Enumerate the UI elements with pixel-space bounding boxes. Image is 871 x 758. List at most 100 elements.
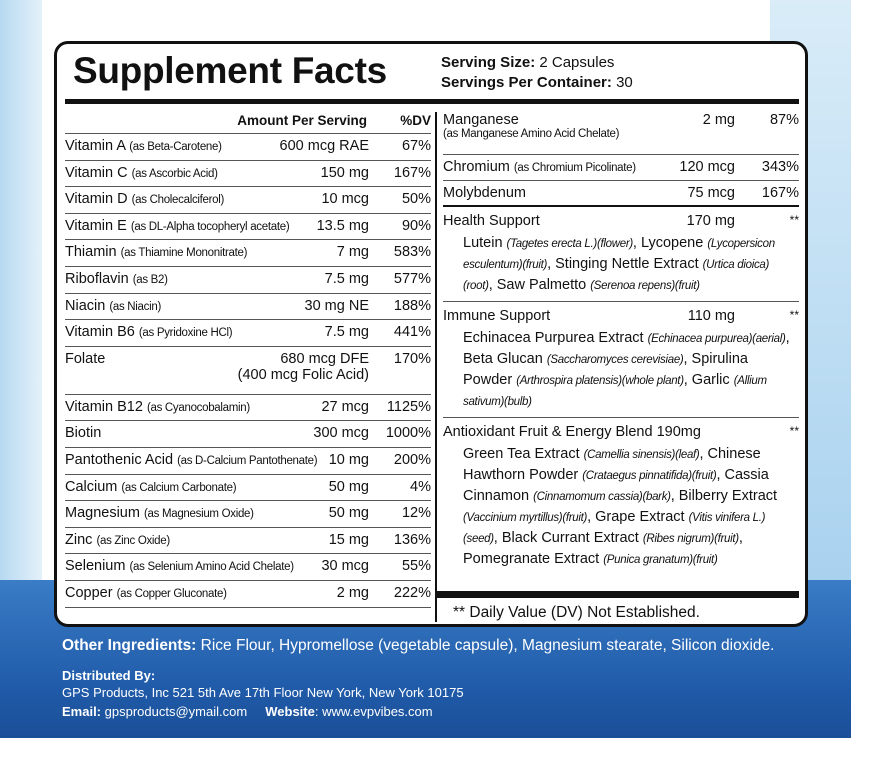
amount: 7.5 mg [325,271,375,287]
nutrient-row: Niacin (as Niacin) 30 mg NE 188% [65,294,431,321]
nutrient: Folate [65,351,238,367]
amount-value: 7.5 mg [324,324,369,341]
nutrient-row: Copper (as Copper Gluconate) 2 mg 222% [65,581,431,608]
amount-value: 13.5 mg [316,217,369,234]
amount-value: 300 mcg [313,425,369,442]
ingredients: Lutein (Tagetes erecta L.)(flower), Lyco… [443,233,799,296]
nutrient-row: Vitamin D (as Cholecalciferol) 10 mcg 50% [65,187,431,214]
form: (as Ascorbic Acid) [131,167,218,180]
ingredient: Echinacea Purpurea Extract [463,330,648,346]
nutrient: Riboflavin (as B2) [65,271,325,287]
name: Pantothenic Acid [65,451,174,468]
ingredient: , Cassia Cinnamon [463,467,769,504]
nutrient: Thiamin (as Thiamine Mononitrate) [65,244,337,260]
name: Niacin [65,297,106,314]
amount: 170 mg [686,213,735,229]
source: (Arthrospira platensis)(whole plant) [516,375,684,387]
right-table: Manganese (as Manganese Amino Acid Chelat… [443,110,799,575]
title: Supplement Facts [73,50,387,91]
amount-value: 7 mg [336,244,369,261]
amount: 30 mcg [321,558,375,574]
contact: Email: gpsproducts@ymail.com Website: ww… [62,704,433,719]
nutrient-row: Molybdenum 75 mcg 167% [443,181,799,207]
name: Manganese [443,112,519,128]
nutrient: Molybdenum [443,185,687,201]
rule [437,591,799,598]
nutrient: Copper (as Copper Gluconate) [65,585,337,601]
name: Vitamin A [65,138,126,154]
dv: 90% [401,217,431,234]
form: (as DL-Alpha tocopheryl acetate) [130,220,290,233]
ingredient: , Lycopene [632,235,708,251]
amount: 600 mcg RAE [280,138,375,154]
dv: 583% [393,244,431,261]
dv: 1125% [386,398,431,415]
amount-note: (400 mcg Folic Acid) [237,366,369,383]
footnote: ** Daily Value (DV) Not Established. [453,604,700,621]
distributor-label: Distributed By: [62,668,156,683]
amount: 2 mg [337,585,375,601]
source: (Tagetes erecta L.)(flower) [506,238,634,250]
dv: 167% [393,164,431,181]
form: (as Chromium Picolinate) [513,162,636,174]
background-left [0,0,42,580]
nutrient-row: Biotin 300 mcg 1000% [65,421,431,448]
name: Magnesium [65,505,140,522]
form: (as Beta-Carotene) [129,141,222,153]
ingredient: , Chinese Hawthorn Powder [463,446,761,483]
amount: 10 mcg [321,191,375,207]
amount: 120 mcg [679,159,735,175]
nutrient-row: Chromium (as Chromium Picolinate) 120 mcg… [443,155,799,181]
value: 2 Capsules [539,54,615,71]
amount: 300 mcg [313,425,375,441]
blend-name: Health Support [443,213,540,229]
amount: 50 mg [329,479,375,495]
name: Vitamin D [65,191,128,208]
nutrient: Vitamin B6 (as Pyridoxine HCl) [65,324,325,340]
amount-value: 2 mg [336,584,369,601]
nutrient-row: Vitamin E (as DL-Alpha tocopheryl acetat… [65,214,431,241]
source: (Crataegus pinnatifida)(fruit) [582,470,717,482]
rule [65,99,799,104]
amount: 190mg [656,424,701,440]
name: Vitamin E [65,217,127,234]
dv: 200% [393,451,431,468]
serving-size: Serving Size: 2 Capsules [441,54,614,71]
blend: Antioxidant Fruit & Energy Blend 190mg ** G… [443,418,799,575]
column-head: %DV [400,113,431,128]
ingredient: , Stinging Nettle Extract [547,256,703,272]
left-table: Amount Per Serving %DV Vitamin A (as Beta-… [65,110,431,608]
servings: Servings Per Container: 30 [441,74,633,91]
website-label: Website [265,704,315,719]
nutrient-row: Riboflavin (as B2) 7.5 mg 577% [65,267,431,294]
ingredient: Green Tea Extract [463,446,584,462]
amount: 13.5 mg [317,218,375,234]
nutrient: Manganese (as Manganese Amino Acid Chelat… [443,112,703,140]
dv: 55% [401,558,431,575]
source: (Urtica dioica)(root) [463,259,770,292]
source: (Echinacea purpurea)(aerial) [647,333,786,345]
dv: 170% [393,350,431,367]
nutrient: Calcium (as Calcium Carbonate) [65,479,329,495]
amount-value: 7.5 mg [324,270,369,287]
nutrient: Pantothenic Acid (as D-Calcium Pantothen… [65,452,329,468]
form: (as Magnesium Oxide) [143,508,254,521]
name: Zinc [65,531,93,548]
ingredients: Green Tea Extract (Camellia sinensis)(le… [443,444,799,570]
name: Molybdenum [443,185,527,201]
form: (as Niacin) [109,300,161,313]
divider [435,112,437,622]
amount: 680 mcg DFE (400 mcg Folic Acid) [238,351,375,383]
amount-value: 50 mg [328,478,369,495]
blend-head: Health Support 170 mg ** [443,213,799,233]
form: (as Cholecalciferol) [131,194,225,207]
nutrient: Vitamin D (as Cholecalciferol) [65,191,321,207]
dv: 167% [761,185,799,201]
form: (as D-Calcium Pantothenate) [177,454,318,467]
nutrient: Magnesium (as Magnesium Oxide) [65,505,329,521]
ingredient: , Grape Extract [587,509,689,525]
source: (Serenoa repens)(fruit) [590,280,700,292]
amount-value: 10 mcg [321,191,369,208]
blend-name: Immune Support [443,308,551,324]
